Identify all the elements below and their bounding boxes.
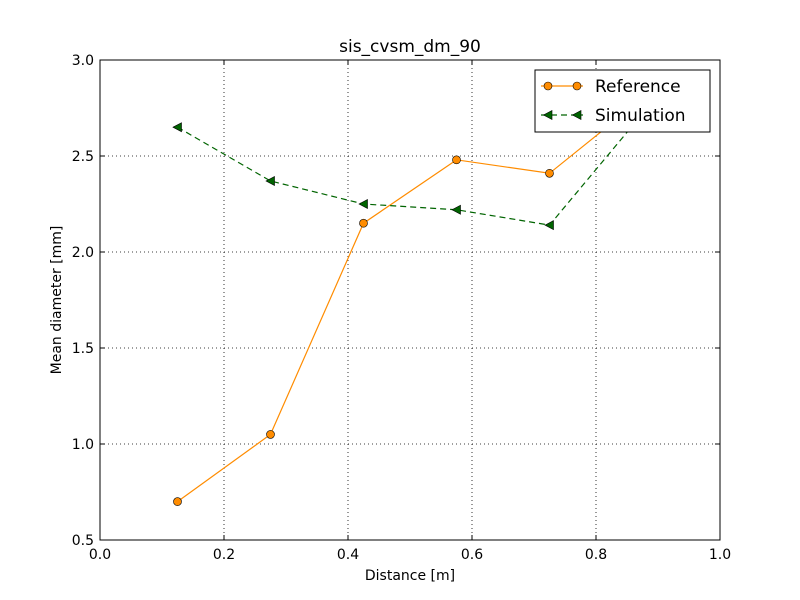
x-tick-label: 0.4: [337, 547, 359, 563]
reference-point: [545, 168, 554, 178]
tick-labels: 0.0 0.2 0.4 0.6 0.8 1.0 0.5 1.0 1.5 2.0 2.5 3.0: [72, 53, 731, 563]
simulation-point: [358, 199, 368, 209]
reference-point: [266, 430, 275, 439]
y-tick-label: 2.5: [72, 149, 94, 165]
x-axis-label: Distance [m]: [365, 568, 455, 584]
ticks: [99, 59, 721, 541]
series-line-reference: [177, 97, 643, 503]
x-tick-label: 0.0: [89, 547, 111, 563]
reference-point: [359, 218, 368, 228]
x-tick-label: 1.0: [709, 547, 731, 563]
y-tick-label: 1.0: [72, 437, 94, 453]
legend-marker-simulation: [571, 110, 582, 120]
legend-marker-reference: [543, 81, 553, 91]
y-axis-label: Mean diameter [mm]: [49, 226, 65, 375]
x-tick-label: 0.8: [585, 547, 607, 563]
y-tick-label: 1.5: [72, 341, 94, 357]
series-line-simulation: [177, 113, 643, 226]
legend-marker-simulation: [542, 110, 553, 120]
simulation-point: [544, 220, 554, 231]
legend-label-simulation: Simulation: [595, 106, 686, 126]
chart-title: sis_cvsm_dm_90: [339, 37, 481, 57]
legend-label-reference: Reference: [595, 77, 681, 97]
simulation-point: [265, 175, 275, 186]
y-tick-label: 3.0: [72, 53, 94, 69]
plot-background: [100, 60, 720, 540]
simulation-point: [451, 204, 461, 215]
y-tick-label: 0.5: [72, 533, 94, 549]
reference-point: [173, 497, 182, 506]
plot-frame: [99, 59, 721, 541]
reference-point: [452, 155, 461, 165]
legend-box: [534, 69, 711, 133]
grid: [100, 60, 720, 540]
y-tick-label: 2.0: [72, 245, 94, 261]
simulation-point: [172, 122, 182, 133]
legend-marker-reference: [572, 81, 582, 91]
x-tick-label: 0.2: [213, 547, 235, 563]
legend: Reference Simulation: [534, 69, 711, 133]
x-tick-label: 0.6: [461, 547, 483, 563]
